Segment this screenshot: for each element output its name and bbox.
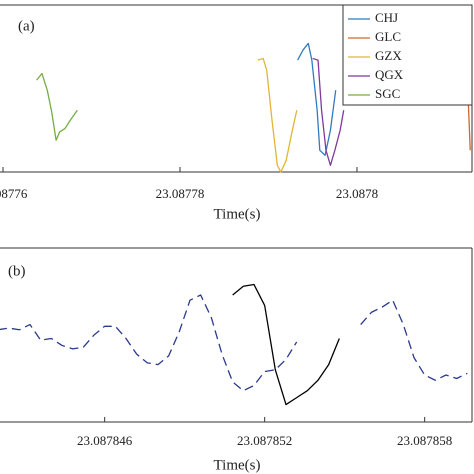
data-line (36, 72, 78, 141)
legend-label: QGX (375, 67, 404, 82)
data-line (297, 42, 337, 156)
x-tick-label: 23.087858 (397, 433, 452, 448)
data-line (312, 57, 345, 166)
data-line (257, 57, 298, 173)
data-line (0, 294, 468, 392)
panel-label: (b) (8, 263, 26, 279)
x-tick-label: 23.087852 (237, 433, 292, 448)
x-axis-label: Time(s) (214, 457, 261, 473)
legend-label: GLC (375, 29, 401, 44)
panel-label: (a) (18, 18, 35, 34)
x-tick-label: 23.08776 (0, 186, 28, 201)
x-tick-label: 23.08778 (156, 186, 205, 201)
legend-label: SGC (375, 86, 400, 101)
data-line (232, 283, 340, 406)
legend-label: CHJ (375, 10, 398, 25)
x-tick-label: 23.0878 (336, 186, 378, 201)
x-axis-label: Time(s) (214, 206, 261, 222)
legend-label: GZX (375, 48, 402, 63)
legend-box (342, 4, 473, 106)
x-tick-label: 23.087846 (77, 433, 133, 448)
